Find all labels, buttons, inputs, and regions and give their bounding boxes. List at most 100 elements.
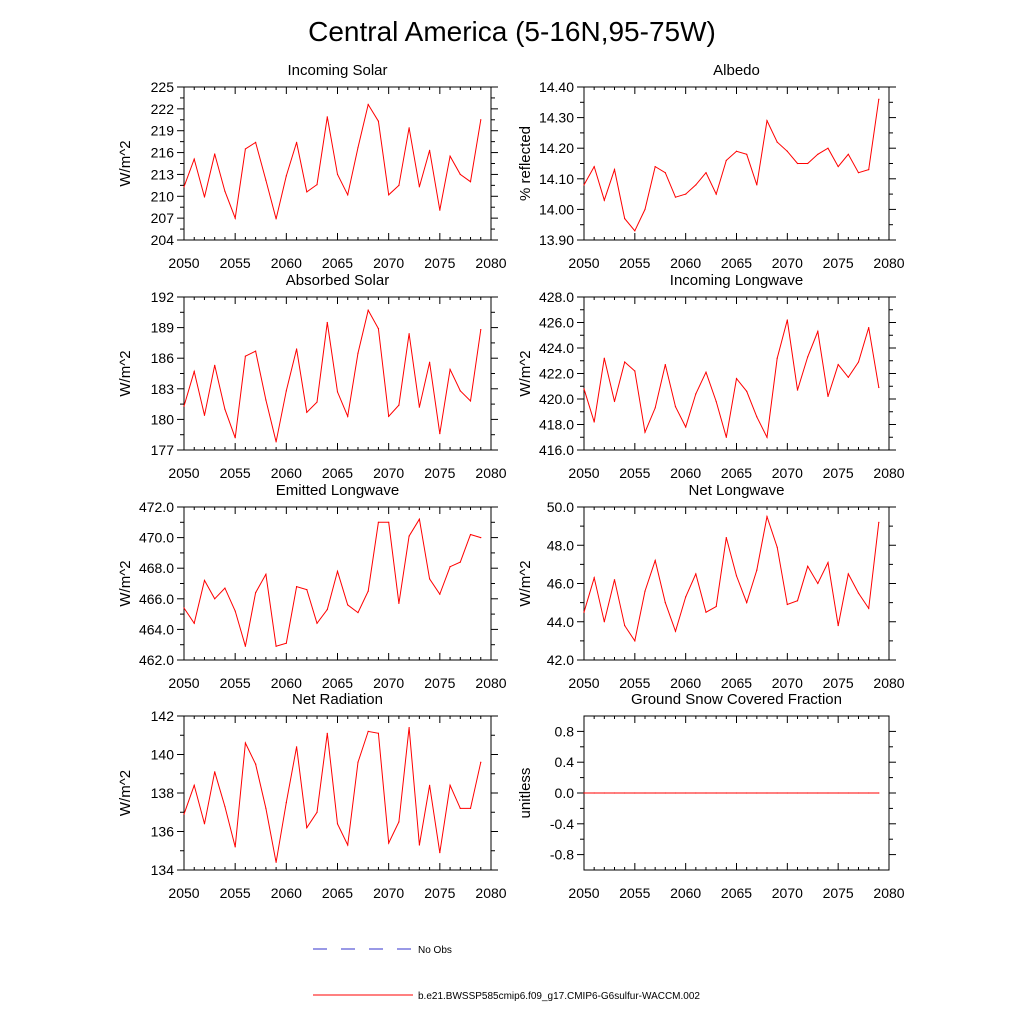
data-point <box>634 640 636 642</box>
y-axis-label: W/m^2 <box>117 560 134 606</box>
x-tick-label: 2075 <box>823 885 854 901</box>
y-axis-label: W/m^2 <box>517 560 534 606</box>
data-point <box>429 578 431 580</box>
data-point <box>654 559 656 562</box>
panel-title: Net Longwave <box>689 482 785 499</box>
y-tick-label: 418.0 <box>539 417 574 433</box>
data-point <box>603 199 605 201</box>
data-point <box>377 521 380 523</box>
y-tick-label: 44.0 <box>547 614 574 630</box>
data-point <box>756 416 758 418</box>
x-tick-label: 2060 <box>670 885 701 901</box>
data-point <box>418 406 420 408</box>
data-point <box>418 518 420 520</box>
data-point <box>449 155 451 157</box>
data-point <box>285 802 287 804</box>
x-tick-label: 2070 <box>772 465 803 481</box>
data-point <box>398 602 400 604</box>
data-point <box>735 575 738 577</box>
data-point <box>347 844 349 846</box>
data-point <box>735 792 738 794</box>
data-point <box>624 361 626 363</box>
data-point <box>336 823 339 825</box>
data-point <box>827 395 829 398</box>
y-tick-label: 213 <box>151 166 175 182</box>
data-point <box>295 746 298 748</box>
data-point <box>459 561 461 563</box>
data-point <box>817 330 819 333</box>
series-line <box>583 99 880 232</box>
y-tick-label: 204 <box>151 232 175 248</box>
data-point <box>224 190 226 192</box>
x-tick-label: 2070 <box>373 255 404 271</box>
data-point <box>827 561 829 564</box>
data-point <box>786 603 788 606</box>
data-point <box>347 604 349 606</box>
x-tick-label: 2075 <box>424 465 455 481</box>
panel: Ground Snow Covered Fraction unitless 2050… <box>517 691 905 901</box>
data-point <box>193 784 195 786</box>
x-tick-label: 2070 <box>772 675 803 691</box>
data-point <box>868 327 870 329</box>
data-point <box>796 792 799 794</box>
data-point <box>439 852 441 854</box>
data-point <box>837 624 839 627</box>
data-point <box>398 184 400 186</box>
x-tick-label: 2065 <box>721 675 752 691</box>
data-point <box>306 827 308 829</box>
data-point <box>234 217 236 219</box>
data-point <box>408 333 410 335</box>
panel-title: Net Radiation <box>292 691 383 708</box>
y-tick-label: 134 <box>151 862 175 878</box>
data-point <box>469 181 472 183</box>
data-point <box>244 355 246 357</box>
data-point <box>244 148 246 150</box>
x-tick-label: 2050 <box>168 255 199 271</box>
data-point <box>326 116 328 118</box>
panel: Emitted Longwave W/m^2 2050 2055 2060 2065 207… <box>117 482 507 691</box>
x-tick-label: 2060 <box>670 465 701 481</box>
data-point <box>306 191 308 193</box>
x-tick-label: 2065 <box>322 885 353 901</box>
x-tick-label: 2055 <box>220 675 251 691</box>
x-tick-label: 2060 <box>271 675 302 691</box>
data-point <box>685 193 687 195</box>
data-point <box>295 585 298 588</box>
data-point <box>878 521 880 523</box>
data-point <box>347 415 349 417</box>
data-point <box>326 732 328 734</box>
data-point <box>429 149 431 151</box>
x-tick-label: 2070 <box>373 465 404 481</box>
data-point <box>275 218 277 220</box>
data-point <box>306 589 308 591</box>
data-point <box>295 348 298 350</box>
y-tick-label: 14.10 <box>539 171 574 187</box>
x-tick-label: 2060 <box>271 465 302 481</box>
data-point <box>265 807 267 810</box>
y-tick-label: 416.0 <box>539 442 574 458</box>
panel-title: Incoming Longwave <box>670 272 803 289</box>
x-tick-label: 2055 <box>220 885 251 901</box>
panel: Incoming Solar W/m^2 2050 2055 2060 2065 2070 2… <box>117 62 507 271</box>
data-point <box>644 590 646 592</box>
plot-frame <box>183 506 492 661</box>
data-point <box>316 401 318 403</box>
x-tick-label: 2050 <box>568 465 599 481</box>
data-point <box>695 792 697 794</box>
data-point <box>388 521 390 523</box>
y-tick-label: 42.0 <box>547 652 574 668</box>
data-point <box>868 792 870 794</box>
y-tick-label: 428.0 <box>539 289 574 305</box>
data-point <box>255 141 257 143</box>
data-point <box>398 404 400 406</box>
legend-obs-label: No Obs <box>418 945 452 956</box>
x-tick-label: 2075 <box>823 675 854 691</box>
panels: Incoming Solar W/m^2 2050 2055 2060 2065 2070 2… <box>117 62 905 901</box>
x-tick-label: 2070 <box>373 885 404 901</box>
data-point <box>336 173 339 176</box>
data-point <box>756 569 758 571</box>
data-point <box>367 590 369 592</box>
plot-frame <box>183 86 492 241</box>
data-point <box>715 193 717 195</box>
data-point <box>357 761 359 763</box>
